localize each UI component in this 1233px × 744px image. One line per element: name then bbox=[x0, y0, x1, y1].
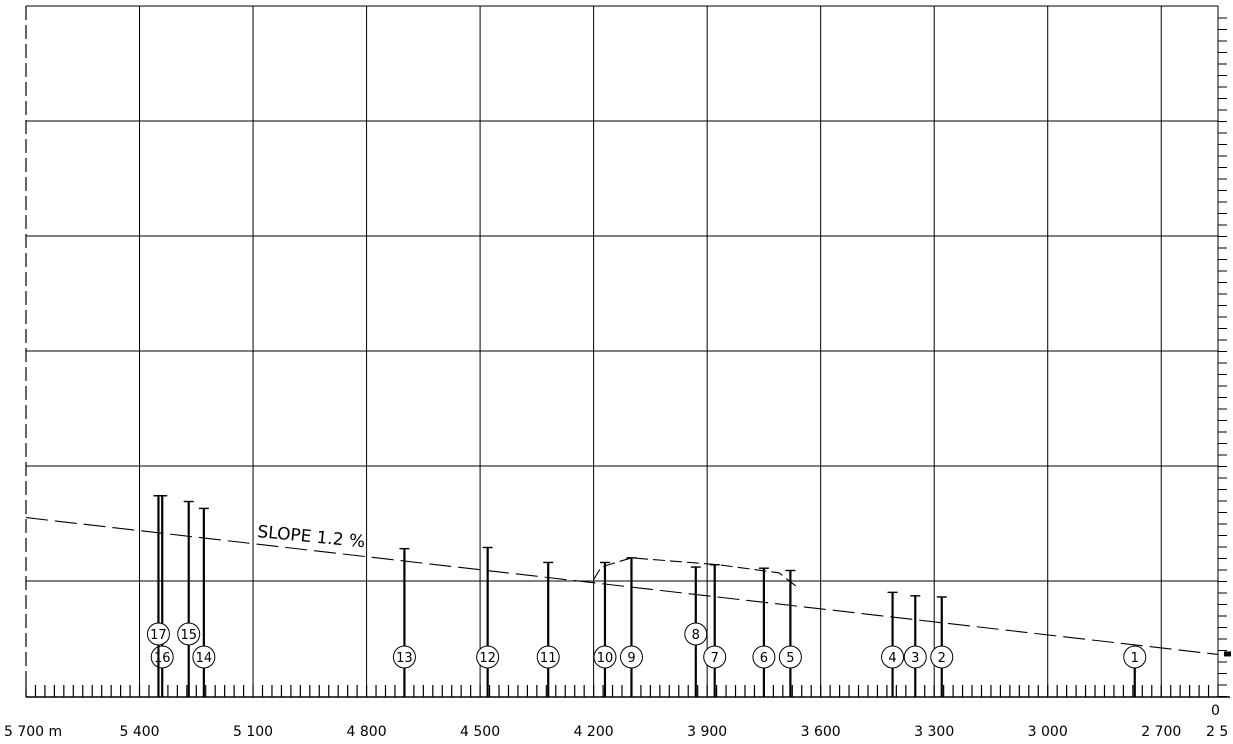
post-number-7: 7 bbox=[711, 651, 719, 666]
post-number-5: 5 bbox=[786, 651, 794, 666]
post-marker-4 bbox=[881, 645, 905, 669]
post-marker-9 bbox=[619, 645, 643, 669]
post-number-1: 1 bbox=[1131, 651, 1139, 666]
axis-ticks bbox=[25, 17, 1227, 697]
x-tick-label: 3 000 bbox=[1028, 724, 1068, 740]
grid bbox=[25, 5, 1230, 698]
x-tick-label: 4 500 bbox=[460, 724, 500, 740]
x-tick-label: 2 700 bbox=[1141, 724, 1181, 740]
post-number-13: 13 bbox=[396, 651, 413, 666]
x-tick-labels: 5 700 m 5 400 5 100 4 800 4 500 4 200 3 900 3 6… bbox=[4, 703, 1228, 740]
slope-label: SLOPE 1.2 % bbox=[257, 522, 366, 552]
post-number-15: 15 bbox=[180, 628, 197, 643]
post-number-14: 14 bbox=[196, 651, 213, 666]
post-marker-3 bbox=[903, 645, 927, 669]
x-tick-label: 3 300 bbox=[914, 724, 954, 740]
post-marker-8 bbox=[684, 622, 708, 646]
x-tick-label: 4 800 bbox=[347, 724, 387, 740]
post-number-3: 3 bbox=[911, 651, 919, 666]
x-tick-label: 5 700 m bbox=[4, 724, 62, 740]
post-number-9: 9 bbox=[627, 651, 635, 666]
post-marker-1 bbox=[1123, 645, 1147, 669]
x-tick-label: 3 900 bbox=[687, 724, 727, 740]
post-number-2: 2 bbox=[938, 651, 946, 666]
post-marker-10 bbox=[593, 645, 617, 669]
post-number-17: 17 bbox=[150, 628, 167, 643]
post-marker-15 bbox=[177, 622, 201, 646]
post-number-11: 11 bbox=[540, 651, 557, 666]
local-profile-line bbox=[593, 557, 799, 589]
x-tick-label: 5 400 bbox=[119, 724, 159, 740]
post-number-6: 6 bbox=[760, 651, 768, 666]
post-number-12: 12 bbox=[479, 651, 496, 666]
post-marker-12 bbox=[476, 645, 500, 669]
post-marker-2 bbox=[930, 645, 954, 669]
post-number-10: 10 bbox=[597, 651, 614, 666]
slope-end-marker bbox=[1224, 651, 1231, 657]
x-tick-label: 0 bbox=[1211, 703, 1220, 719]
post-marker-14 bbox=[192, 645, 216, 669]
post-number-8: 8 bbox=[692, 628, 700, 643]
post-marker-16 bbox=[150, 645, 174, 669]
post-marker-5 bbox=[778, 645, 802, 669]
x-tick-label: 5 100 bbox=[233, 724, 273, 740]
post-marker-7 bbox=[703, 645, 727, 669]
slope-1-2-line bbox=[25, 517, 1219, 655]
post-marker-17 bbox=[146, 622, 170, 646]
x-tick-label: 4 200 bbox=[574, 724, 614, 740]
post-number-4: 4 bbox=[888, 651, 896, 666]
post-marker-6 bbox=[752, 645, 776, 669]
x-tick-label: 2 5 bbox=[1206, 724, 1228, 740]
post-number-16: 16 bbox=[154, 651, 171, 666]
slope-line bbox=[25, 517, 1231, 657]
x-tick-label: 3 600 bbox=[801, 724, 841, 740]
post-marker-11 bbox=[536, 645, 560, 669]
post-marker-13 bbox=[392, 645, 416, 669]
